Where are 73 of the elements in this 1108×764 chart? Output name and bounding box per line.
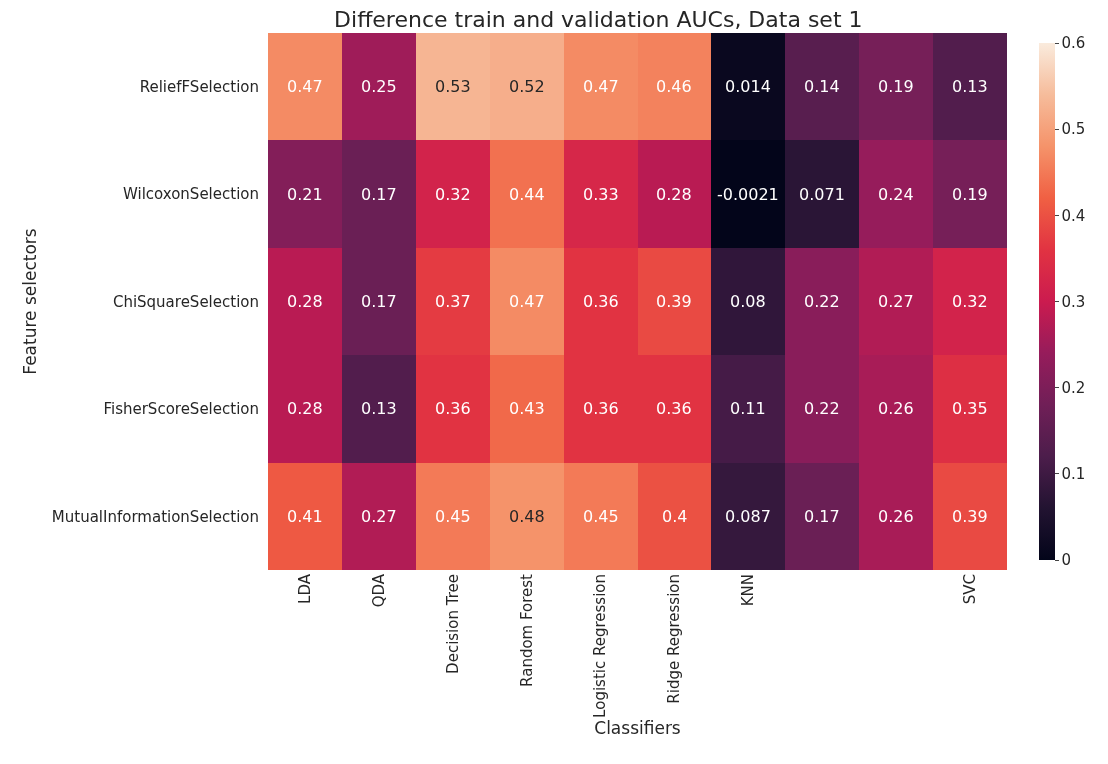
data-label: 0.26 [878, 507, 914, 526]
x-axis-title: Classifiers [594, 717, 681, 738]
data-label: -0.0021 [717, 185, 779, 204]
data-label: 0.33 [583, 185, 619, 204]
chart-title: Difference train and validation AUCs, Data set 1 [334, 6, 863, 32]
x-tick-label: KNN [739, 574, 758, 607]
data-label: 0.36 [583, 292, 619, 311]
x-tick-label: LDA [295, 573, 314, 604]
data-label: 0.35 [952, 399, 988, 418]
data-label: 0.41 [287, 507, 323, 526]
data-label: 0.52 [509, 77, 545, 96]
y-axis-title: Feature selectors [20, 228, 41, 375]
data-label: 0.13 [361, 399, 397, 418]
x-tick-label: QDA [369, 573, 388, 608]
data-label: 0.48 [509, 507, 545, 526]
data-label: 0.17 [804, 507, 840, 526]
x-tick-label: SVC [960, 574, 979, 605]
data-label: 0.39 [952, 507, 988, 526]
data-label: 0.014 [725, 77, 771, 96]
data-label: 0.22 [804, 399, 840, 418]
data-label: 0.32 [435, 185, 471, 204]
data-label: 0.25 [361, 77, 397, 96]
data-label: 0.37 [435, 292, 471, 311]
data-label: 0.53 [435, 77, 471, 96]
data-label: 0.19 [878, 77, 914, 96]
data-label: 0.11 [730, 399, 766, 418]
data-label: 0.08 [730, 292, 766, 311]
data-label: 0.36 [435, 399, 471, 418]
data-label: 0.43 [509, 399, 545, 418]
y-tick-label: WilcoxonSelection [122, 185, 259, 204]
data-label: 0.44 [509, 185, 545, 204]
data-label: 0.45 [435, 507, 471, 526]
x-tick-label: Logistic Regression [591, 574, 610, 718]
data-label: 0.45 [583, 507, 619, 526]
color-bar-label: 0.5 [1061, 120, 1086, 139]
data-label: 0.47 [287, 77, 323, 96]
x-tick-label: Decision Tree [443, 574, 462, 674]
data-label: 0.21 [287, 185, 323, 204]
x-tick-label: Ridge Regression [665, 574, 684, 704]
data-label: 0.071 [799, 185, 845, 204]
data-label: 0.24 [878, 185, 914, 204]
color-bar-label: 0.1 [1061, 465, 1086, 484]
data-label: 0.32 [952, 292, 988, 311]
color-bar-label: 0.4 [1061, 206, 1086, 225]
data-label: 0.46 [656, 77, 692, 96]
data-label: 0.17 [361, 185, 397, 204]
color-bar-label: 0.6 [1061, 34, 1086, 53]
data-label: 0.47 [509, 292, 545, 311]
color-bar-label: 0.3 [1061, 292, 1086, 311]
x-tick-label: Random Forest [517, 573, 536, 687]
data-label: 0.4 [662, 507, 688, 526]
data-label: 0.087 [725, 507, 771, 526]
data-label: 0.13 [952, 77, 988, 96]
data-label: 0.27 [878, 292, 914, 311]
y-tick-label: FisherScoreSelection [103, 400, 259, 419]
y-tick-label: MutualInformationSelection [51, 507, 259, 526]
data-label: 0.14 [804, 77, 840, 96]
data-label: 0.26 [878, 399, 914, 418]
y-tick-label: ChiSquareSelection [112, 292, 259, 311]
data-label: 0.47 [583, 77, 619, 96]
data-label: 0.36 [656, 399, 692, 418]
data-label: 0.39 [656, 292, 692, 311]
color-bar-label: 0 [1061, 551, 1072, 570]
y-tick-label: ReliefFSelection [139, 77, 259, 96]
data-label: 0.28 [287, 292, 323, 311]
data-label: 0.36 [583, 399, 619, 418]
data-label: 0.28 [656, 185, 692, 204]
data-label: 0.19 [952, 185, 988, 204]
data-label: 0.17 [361, 292, 397, 311]
color-bar-label: 0.2 [1061, 378, 1086, 397]
data-label: 0.22 [804, 292, 840, 311]
data-label: 0.28 [287, 399, 323, 418]
data-label: 0.27 [361, 507, 397, 526]
